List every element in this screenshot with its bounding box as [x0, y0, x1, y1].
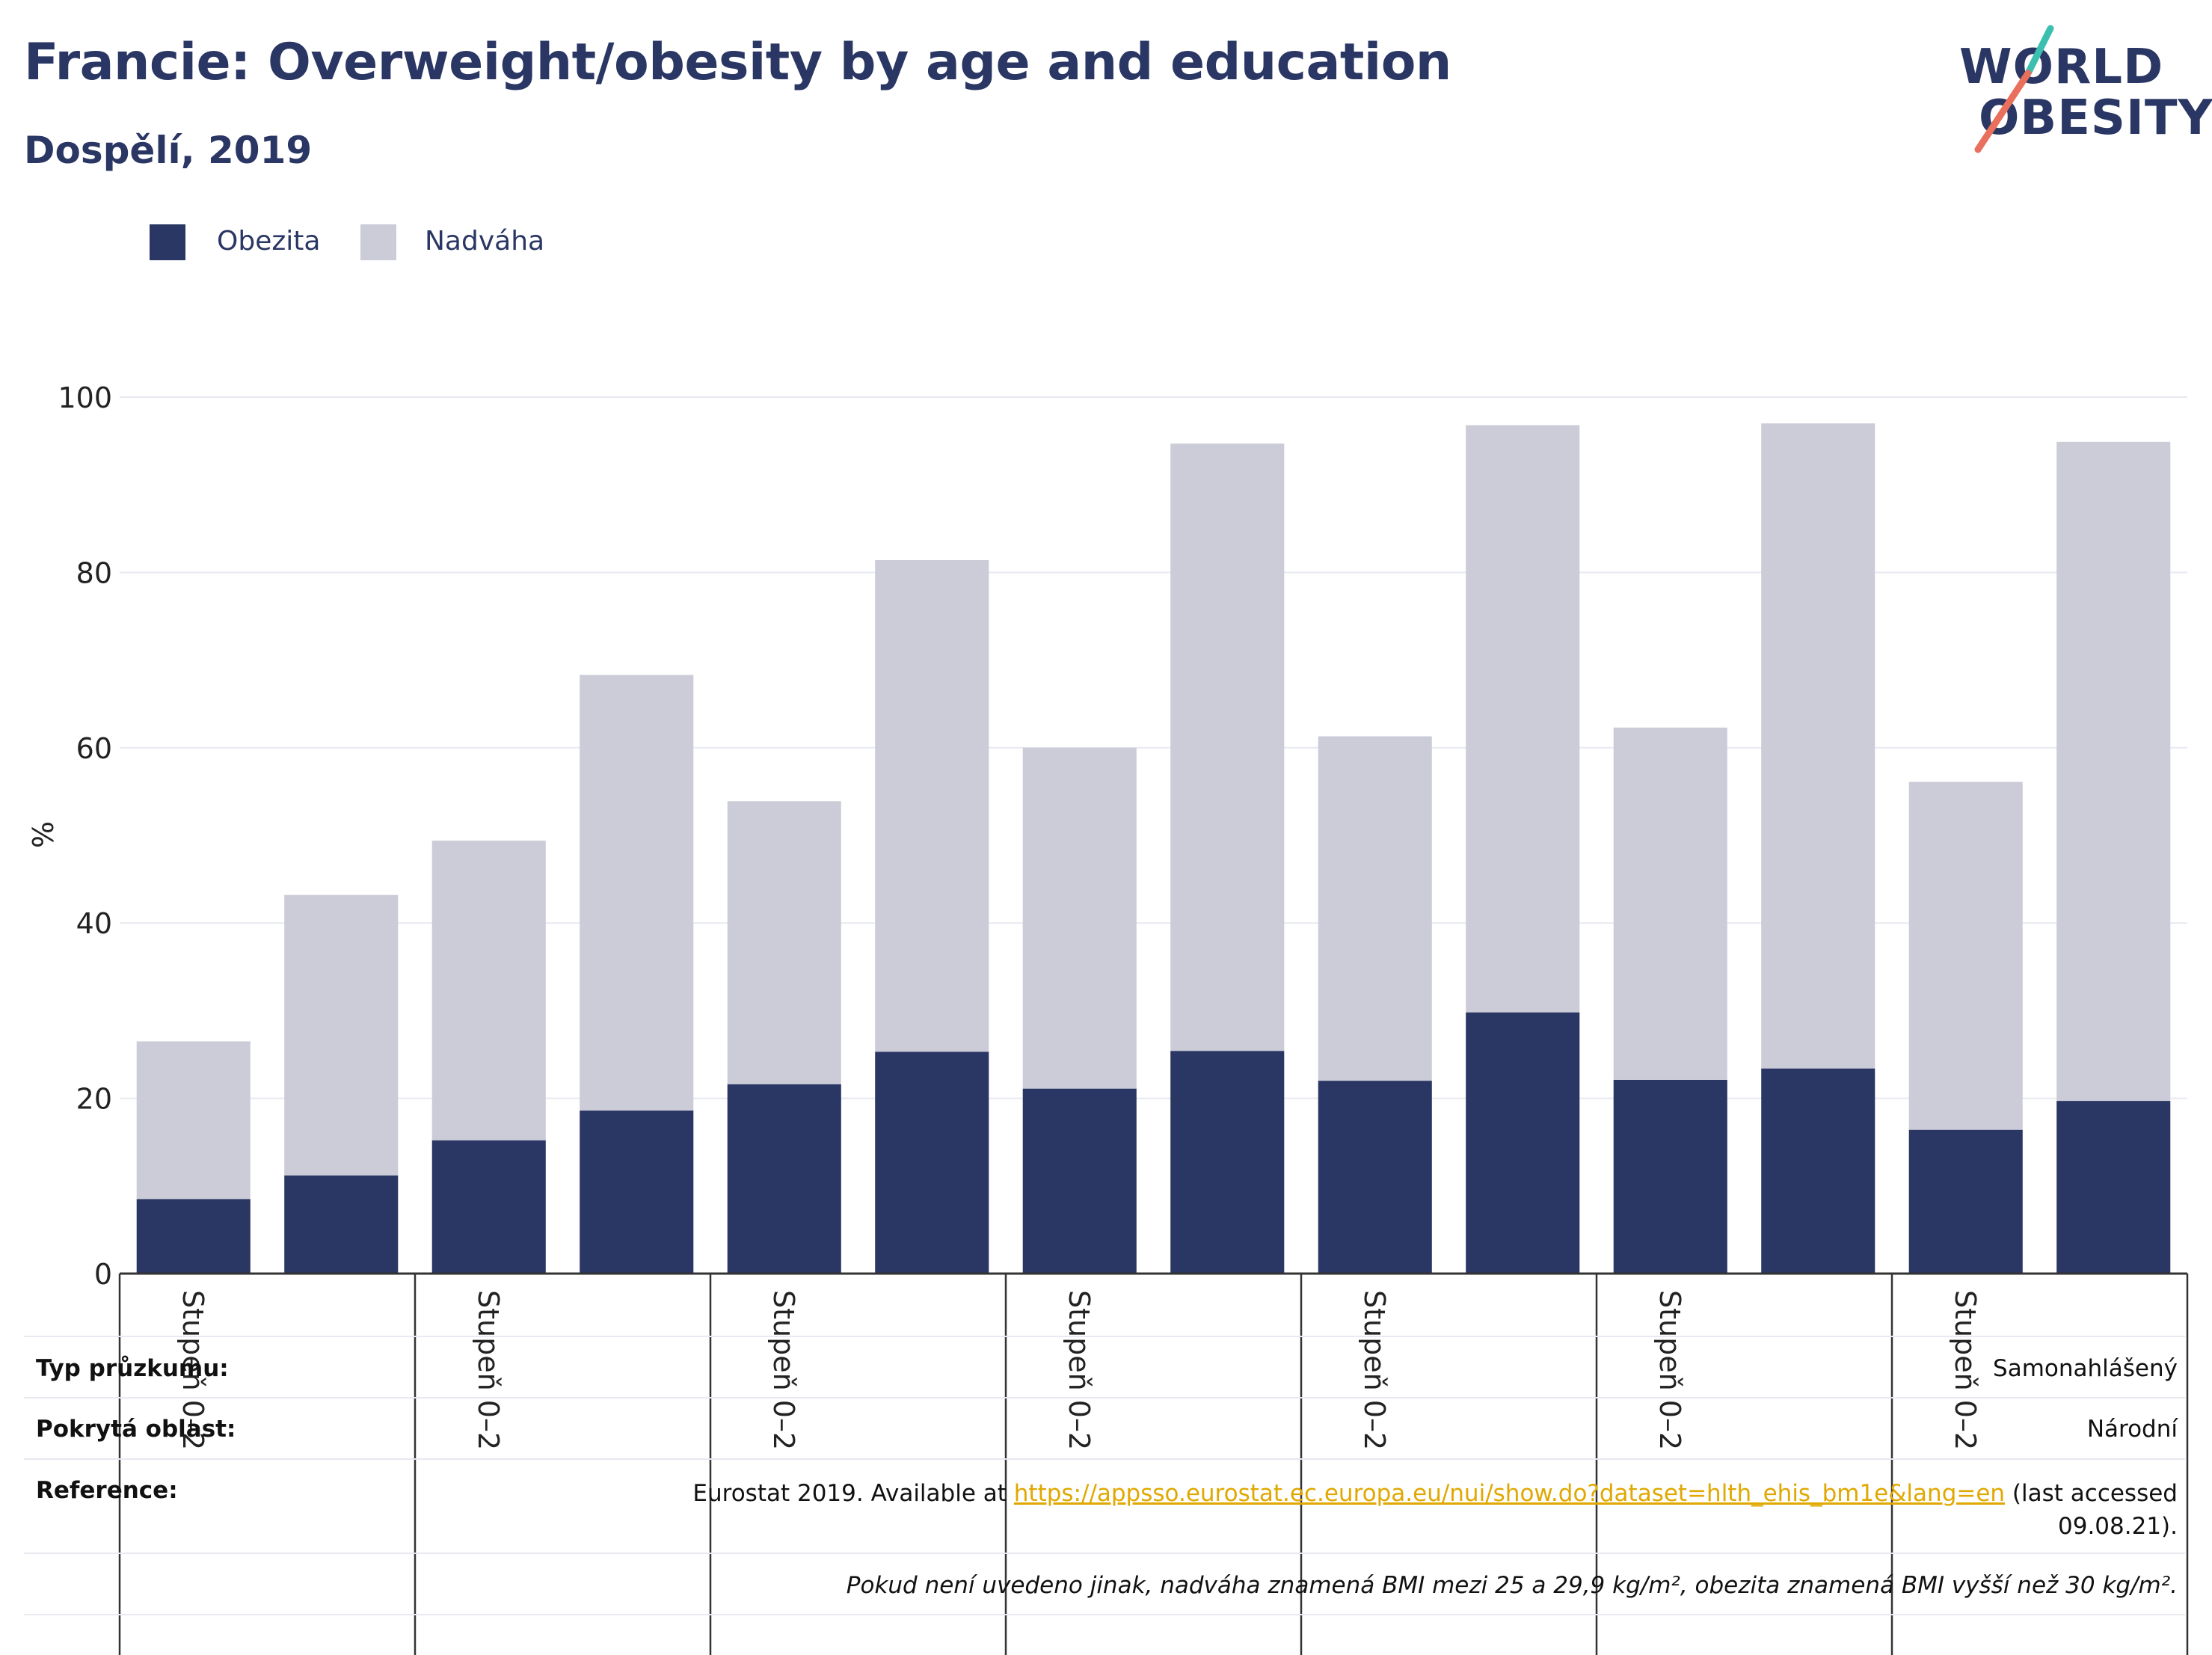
reference-date: 09.08.21). [2058, 1513, 2178, 1540]
bar-nadvaha [431, 841, 546, 1140]
x-tick-label: Stupeň 0–2 [1949, 1290, 1982, 1450]
reference-value: Eurostat 2019. Available at https://apps… [692, 1477, 2178, 1543]
y-tick-label: 20 [76, 1083, 112, 1116]
survey-type-value: Samonahlášený [1993, 1355, 2178, 1382]
bar-obezita [136, 1199, 251, 1274]
x-tick-label: Stupeň 0–2 [767, 1290, 800, 1450]
y-tick-label: 40 [76, 907, 112, 940]
bar-nadvaha [1022, 747, 1137, 1089]
reference-suffix: (last accessed [2005, 1480, 2178, 1507]
reference-link[interactable]: https://appsso.eurostat.ec.europa.eu/nui… [1013, 1480, 2006, 1507]
footer-divider [24, 1614, 2185, 1615]
footer-divider [24, 1458, 2185, 1460]
bar-obezita [1761, 1068, 1875, 1274]
bar-obezita [727, 1084, 841, 1274]
footer-divider [24, 1397, 2185, 1398]
bar-nadvaha [875, 559, 989, 1052]
y-tick-label: 100 [58, 381, 112, 414]
logo-slash-icon [1974, 25, 2054, 153]
area-label: Pokrytá oblast: [36, 1416, 236, 1443]
logo-text-obesity: OBESITY [1979, 90, 2212, 146]
chart-title: Francie: Overweight/obesity by age and e… [24, 33, 1451, 92]
bar-obezita [1466, 1012, 1580, 1274]
bar-nadvaha [1170, 443, 1285, 1051]
bar-obezita [1318, 1081, 1432, 1274]
x-tick-label: Stupeň 0–2 [472, 1290, 505, 1450]
bar-nadvaha [580, 675, 694, 1111]
bar-obezita [1022, 1088, 1137, 1274]
y-tick-label: 80 [76, 556, 112, 589]
x-tick-label: Stupeň 0–2 [1358, 1290, 1391, 1450]
legend-swatch-obezita [150, 224, 185, 260]
legend-swatch-nadvaha [360, 224, 396, 260]
reference-label: Reference: [36, 1477, 178, 1504]
logo-text-world: WORLD [1959, 40, 2164, 95]
y-tick-label: 60 [76, 732, 112, 765]
bar-nadvaha [2056, 441, 2171, 1102]
x-tick-label: Stupeň 0–2 [1653, 1290, 1686, 1450]
chart-subtitle: Dospělí, 2019 [24, 129, 313, 172]
legend-label-nadvaha: Nadváha [425, 226, 545, 257]
definition-note: Pokud není uvedeno jinak, nadváha znamen… [846, 1572, 2178, 1599]
y-tick-label: 0 [94, 1258, 112, 1291]
bar-nadvaha [1908, 782, 2023, 1130]
bar-nadvaha [727, 801, 841, 1084]
bar-obezita [431, 1140, 546, 1274]
world-obesity-logo: WORLD OBESITY [1944, 21, 2212, 163]
legend-label-obezita: Obezita [217, 226, 321, 257]
x-tick-label: Stupeň 0–2 [1063, 1290, 1096, 1450]
reference-prefix: Eurostat 2019. Available at [692, 1480, 1014, 1507]
bar-nadvaha [1613, 727, 1727, 1080]
footer-divider [24, 1553, 2185, 1554]
survey-type-label: Typ průzkumu: [36, 1355, 229, 1382]
bar-nadvaha [1466, 425, 1580, 1013]
bar-obezita [1613, 1079, 1727, 1274]
area-value: Národní [2086, 1416, 2178, 1443]
footer-divider [24, 1336, 2185, 1337]
bar-obezita [875, 1051, 989, 1274]
bar-nadvaha [1761, 423, 1875, 1069]
bar-nadvaha [136, 1041, 251, 1200]
bar-nadvaha [284, 894, 399, 1176]
bar-obezita [580, 1111, 694, 1274]
bar-obezita [1170, 1051, 1285, 1274]
bar-nadvaha [1318, 736, 1432, 1081]
bar-obezita [284, 1175, 399, 1274]
bar-obezita [1908, 1129, 2023, 1274]
x-tick-label: Stupeň 0–2 [176, 1290, 209, 1450]
bar-obezita [2056, 1101, 2171, 1274]
